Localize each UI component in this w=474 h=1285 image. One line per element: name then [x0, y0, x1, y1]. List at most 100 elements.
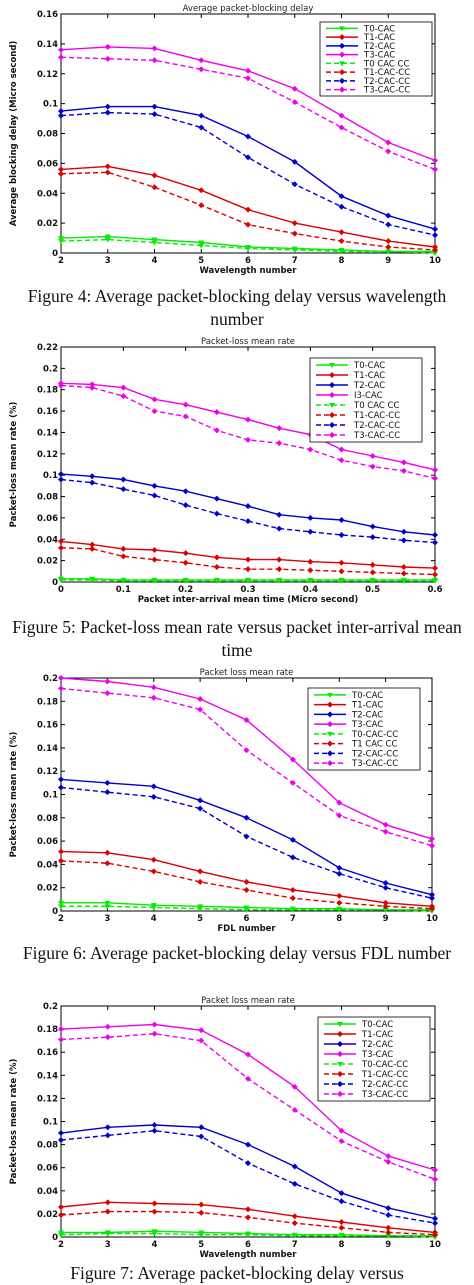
data-point: [432, 475, 438, 482]
legend-label: T1-CAC: [361, 1030, 393, 1040]
legend-label: T1-CAC-CC: [353, 411, 400, 421]
data-point: [151, 546, 158, 553]
data-point: [151, 408, 158, 415]
figure-6-svg: Packet loss mean rate 0 0.02 0.04 0.06 0.08 0.…: [9, 668, 438, 934]
data-point: [338, 568, 345, 575]
data-point: [150, 684, 157, 691]
chart-title: Packet-loss mean rate: [201, 337, 295, 347]
y-axis-label: Packet-loss mean rate (%): [9, 402, 19, 528]
data-point: [245, 416, 251, 423]
x-tick-label: 0.4: [303, 585, 318, 595]
data-point: [432, 157, 438, 164]
legend-marker: [339, 86, 345, 93]
y-tick-label: 0.02: [37, 557, 58, 567]
data-point: [245, 75, 251, 82]
data-point: [243, 887, 250, 894]
data-point: [198, 1201, 205, 1208]
data-point: [182, 578, 189, 584]
x-tick-label: 8: [336, 914, 342, 924]
data-point: [307, 514, 314, 521]
x-tick-label: 0.5: [365, 585, 380, 595]
chart-title: Packet loss mean rate: [201, 996, 295, 1006]
data-point: [243, 907, 250, 913]
x-tick-label: 4: [151, 914, 157, 924]
data-point: [151, 1030, 158, 1037]
data-point: [400, 570, 407, 577]
data-point: [276, 425, 283, 432]
data-point: [245, 1141, 251, 1148]
data-point: [338, 559, 345, 566]
y-axis-label: Packet-loss mean rate (%): [9, 1059, 19, 1185]
data-point: [104, 163, 111, 170]
data-point: [58, 848, 64, 855]
legend-marker: [329, 403, 335, 408]
data-point: [245, 67, 251, 74]
data-point: [385, 1224, 392, 1231]
data-point: [197, 868, 204, 875]
data-point: [104, 900, 111, 906]
data-point: [432, 1167, 438, 1174]
data-point: [432, 571, 438, 578]
data-point: [291, 1213, 298, 1220]
data-point: [58, 476, 64, 483]
y-tick-label: 0.2: [43, 1002, 58, 1012]
legend-marker: [337, 1022, 343, 1027]
data-point: [385, 1158, 392, 1165]
figure-4-chart: Average packet-blocking delay 0 0.02 0.04 0.…: [2, 0, 472, 282]
data-point: [104, 103, 111, 110]
x-tick-label: 2: [58, 914, 64, 924]
data-point: [151, 1208, 158, 1215]
x-axis-label: Packet inter-arrival mean time (Micro se…: [138, 595, 359, 605]
data-point: [289, 887, 296, 894]
data-point: [369, 578, 376, 584]
data-point: [432, 1176, 438, 1183]
data-point: [104, 678, 111, 685]
legend-marker: [327, 731, 333, 737]
chart-title: Average packet-blocking delay: [183, 4, 314, 14]
data-point: [432, 166, 438, 173]
legend-marker: [327, 701, 333, 708]
legend-label: T3-CAC-CC: [353, 431, 400, 441]
data-point: [291, 1233, 298, 1239]
data-point: [104, 690, 111, 697]
legend-label: T2-CAC: [361, 1040, 393, 1050]
data-point: [58, 1232, 64, 1238]
data-point: [58, 239, 64, 245]
data-point: [182, 413, 189, 420]
data-point: [338, 193, 345, 200]
data-point: [243, 747, 250, 754]
data-point: [104, 1124, 111, 1131]
figure-7-svg: Packet loss mean rate 0 0.02 0.04 0.06 0.08 0.…: [9, 996, 441, 1260]
legend-label: T0-CAC: [363, 24, 395, 34]
data-point: [58, 675, 64, 681]
data-point: [182, 488, 189, 495]
data-point: [432, 1231, 438, 1238]
data-point: [338, 446, 345, 453]
data-point: [58, 784, 64, 791]
data-point: [432, 1215, 438, 1222]
data-point: [276, 566, 283, 573]
y-tick-label: 0.06: [37, 1164, 58, 1174]
legend-marker: [329, 432, 335, 438]
data-point: [385, 1233, 392, 1239]
data-point: [245, 1160, 251, 1167]
data-point: [198, 57, 205, 64]
data-point: [336, 799, 343, 806]
y-tick-label: 0.14: [37, 428, 58, 438]
data-point: [150, 905, 157, 911]
y-tick-label: 0.06: [37, 837, 58, 847]
legend-marker: [339, 51, 345, 58]
y-axis-label: Packet-loss mean rate (%): [9, 732, 19, 858]
data-point: [197, 878, 204, 885]
legend-marker: [339, 61, 345, 67]
legend-label: T3-CAC-CC: [351, 759, 398, 769]
data-point: [197, 695, 204, 702]
data-point: [432, 565, 438, 572]
data-point: [58, 1212, 64, 1219]
data-point: [89, 381, 96, 388]
legend-label: T3-CAC: [351, 720, 383, 730]
x-tick-label: 0.2: [178, 585, 193, 595]
legend-marker: [337, 1051, 343, 1057]
figure-5-caption: Figure 5: Packet-loss mean rate versus p…: [12, 617, 462, 660]
legend-marker: [329, 382, 335, 388]
